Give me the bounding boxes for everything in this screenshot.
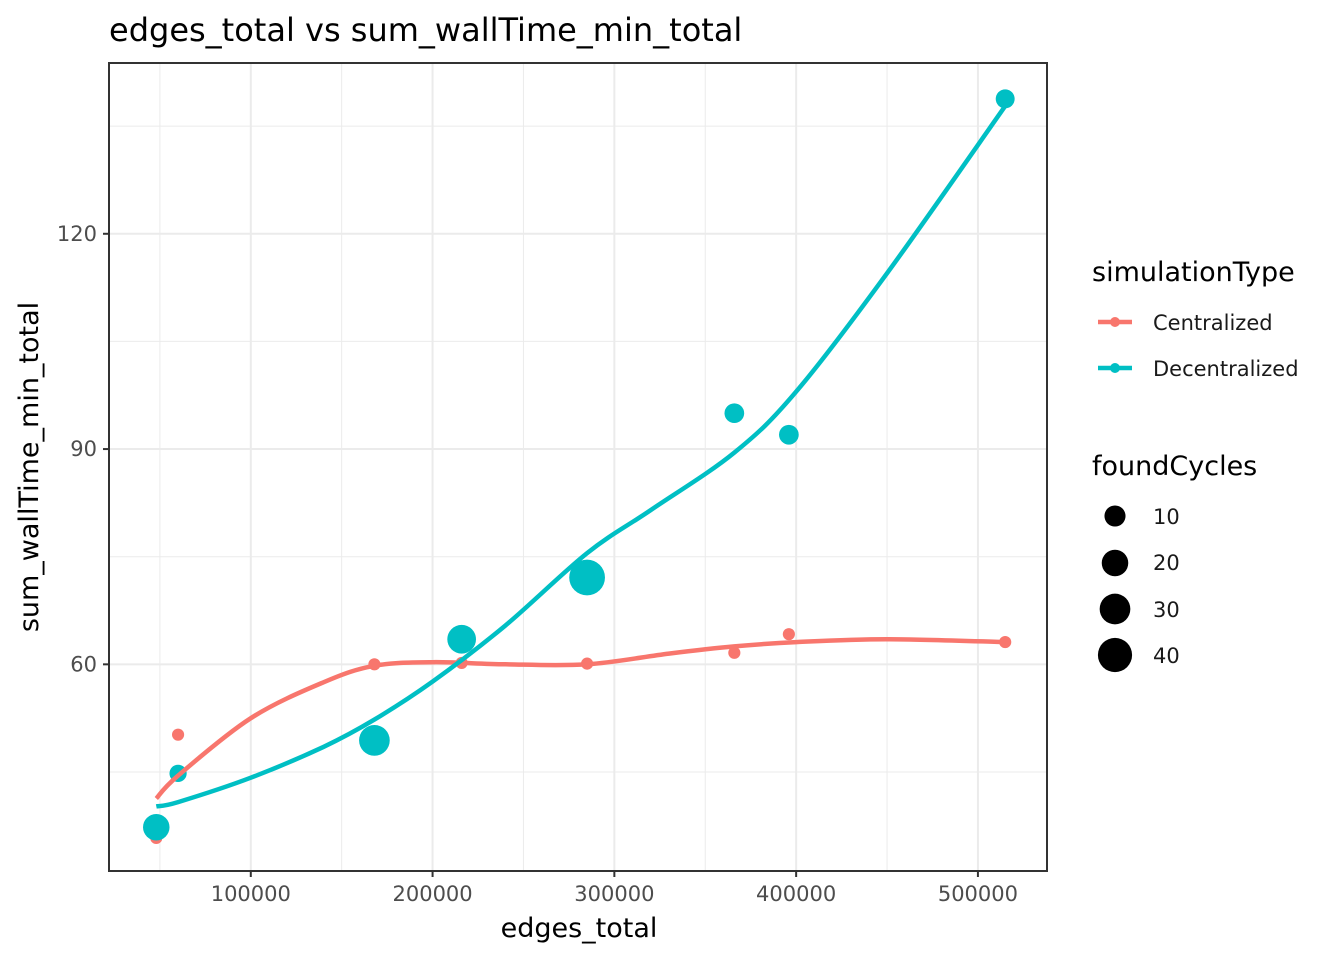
size-legend-key-40	[1097, 637, 1133, 673]
plot-panel	[108, 62, 1048, 872]
size-legend-key-20	[1101, 549, 1129, 577]
size-legend-keys	[1097, 505, 1133, 673]
panel-border	[108, 62, 1048, 872]
size-legend-label-30: 30	[1153, 598, 1180, 622]
data-point-decentralized	[359, 725, 390, 756]
data-point-centralized	[172, 728, 185, 741]
data-point-decentralized	[724, 403, 745, 424]
data-point-decentralized	[143, 813, 170, 841]
data-point-centralized	[728, 646, 741, 659]
size-legend-label-10: 10	[1153, 505, 1180, 529]
size-legend-label-20: 20	[1153, 551, 1180, 575]
x-tick-label: 400000	[756, 882, 836, 906]
smooth-line-decentralized	[155, 104, 1008, 809]
size-legend: foundCycles 10 20 30 40	[1092, 451, 1257, 673]
y-axis: 60 90 120	[57, 222, 109, 676]
x-axis: 100000 200000 300000 400000 500000	[211, 871, 1018, 906]
data-point-decentralized	[569, 559, 605, 596]
size-legend-key-30	[1099, 593, 1131, 625]
x-tick-label: 100000	[211, 882, 291, 906]
color-legend: simulationType Centralized Decentralized	[1092, 257, 1299, 381]
data-point-decentralized	[779, 424, 799, 445]
chart-title: edges_total vs sum_wallTime_min_total	[109, 11, 742, 49]
x-axis-title: edges_total	[501, 913, 658, 944]
data-point-decentralized	[995, 89, 1015, 109]
size-legend-key-10	[1104, 505, 1126, 527]
data-point-centralized	[782, 628, 795, 641]
legend-key-dot-decentralized	[1110, 363, 1120, 373]
smooth-line-centralized	[154, 636, 1006, 801]
color-legend-keys	[1098, 317, 1132, 373]
size-legend-label-40: 40	[1153, 644, 1180, 668]
y-tick-label: 120	[57, 222, 97, 246]
y-axis-title: sum_wallTime_min_total	[14, 302, 45, 632]
x-tick-label: 500000	[938, 882, 1018, 906]
y-tick-label: 90	[70, 437, 97, 461]
legend-label-decentralized: Decentralized	[1153, 357, 1299, 381]
x-tick-label: 200000	[392, 882, 472, 906]
y-tick-label: 60	[70, 652, 97, 676]
panel-background	[109, 63, 1047, 871]
x-tick-label: 300000	[574, 882, 654, 906]
legend-label-centralized: Centralized	[1153, 311, 1273, 335]
size-legend-title: foundCycles	[1092, 451, 1257, 482]
legend-key-dot-centralized	[1110, 317, 1120, 327]
color-legend-title: simulationType	[1092, 257, 1295, 288]
data-point-decentralized	[447, 624, 477, 654]
